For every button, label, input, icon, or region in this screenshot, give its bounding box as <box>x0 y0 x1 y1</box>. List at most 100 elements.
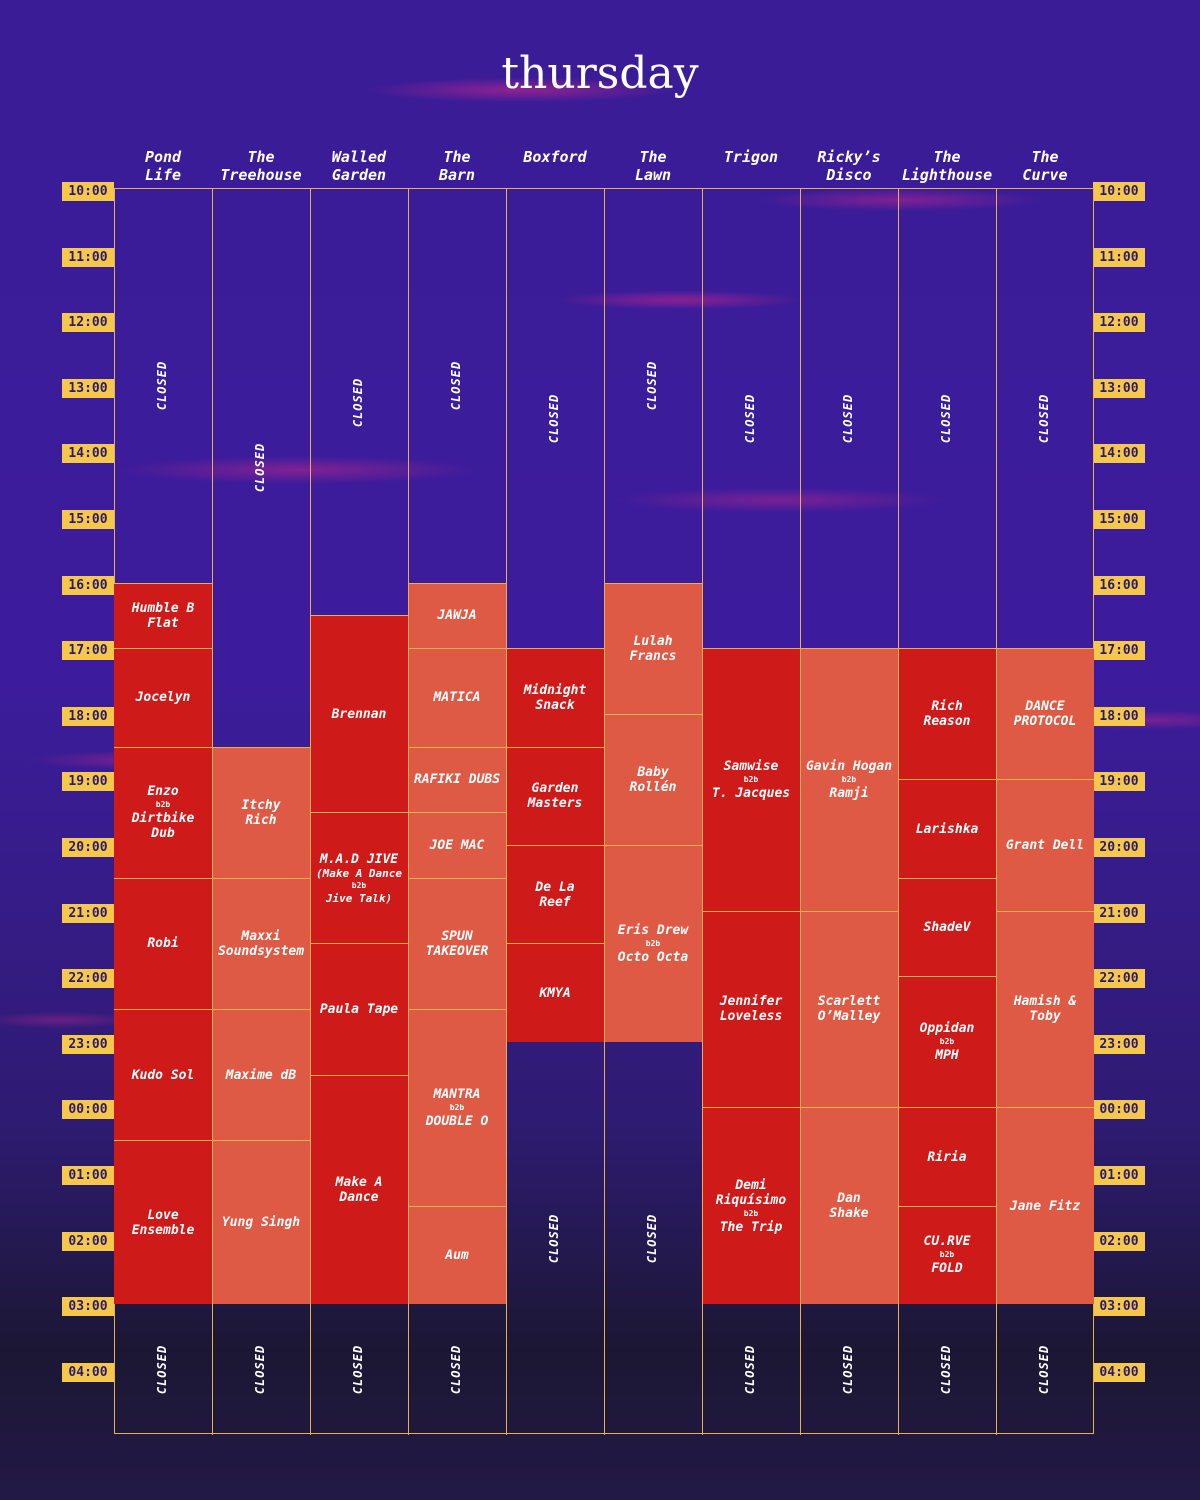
artist-name: JAWJA <box>437 608 477 624</box>
closed-slot: CLOSED <box>604 1042 702 1435</box>
stage-column: CLOSED JAWJA MATICA RAFIKI DUBS JOE MAC SPUN … <box>408 189 506 1435</box>
time-label: 20:00 <box>62 838 114 857</box>
artist-slot[interactable]: Eris Drew b2b Octo Octa <box>604 845 702 1042</box>
artist-slot[interactable]: Grant Dell <box>996 779 1094 911</box>
b2b-label: b2b <box>351 880 367 890</box>
artist-name: Brennan <box>331 706 387 722</box>
artist-slot[interactable]: Aum <box>408 1205 506 1305</box>
artist-slot[interactable]: Scarlett O’Malley <box>800 910 898 1108</box>
artist-name: DANCE PROTOCOL <box>1013 699 1077 730</box>
artist-slot[interactable]: RAFIKI DUBS <box>408 746 506 813</box>
artist-slot[interactable]: SPUN TAKEOVER <box>408 877 506 1009</box>
stage-column: CLOSED Itchy Rich Maxxi Soundsystem Maxime … <box>212 189 310 1435</box>
artist-name: Kudo Sol <box>131 1067 195 1083</box>
closed-label: CLOSED <box>449 1344 464 1395</box>
closed-label: CLOSED <box>841 393 856 444</box>
time-label: 23:00 <box>62 1034 114 1054</box>
artist-name: Aum <box>445 1247 469 1263</box>
time-label: 16:00 <box>62 575 114 595</box>
artist-slot[interactable]: Brennan <box>310 615 408 813</box>
artist-slot[interactable]: Maxxi Soundsystem <box>212 877 310 1009</box>
artist-slot[interactable]: Baby Rollén <box>604 713 702 845</box>
artist-name: Hamish & Toby <box>1013 994 1077 1025</box>
artist-slot[interactable]: De La Reef <box>506 845 604 944</box>
artist-slot[interactable]: M.A.D JIVE (Make A Dance b2b Jive Talk) <box>310 812 408 944</box>
artist-name: DOUBLE O <box>425 1113 489 1129</box>
artist-slot[interactable]: ShadeV <box>898 877 996 977</box>
stage-column: CLOSED Rich Reason Larishka ShadeV Oppidan b2… <box>898 189 996 1435</box>
artist-slot[interactable]: CU.RVE b2b FOLD <box>898 1205 996 1305</box>
artist-slot[interactable]: KMYA <box>506 943 604 1042</box>
artist-slot[interactable]: Riria <box>898 1107 996 1206</box>
closed-label: CLOSED <box>743 393 758 444</box>
artist-slot[interactable]: Paula Tape <box>310 943 408 1075</box>
artist-slot[interactable]: DANCE PROTOCOL <box>996 648 1094 780</box>
artist-slot[interactable]: Samwise b2b T. Jacques <box>702 648 800 911</box>
artist-slot[interactable]: Humble B Flat <box>114 582 212 649</box>
column-divider <box>996 189 997 1435</box>
b2b-label: b2b <box>743 774 759 784</box>
artist-slot[interactable]: Hamish & Toby <box>996 910 1094 1108</box>
artist-slot[interactable]: Oppidan b2b MPH <box>898 976 996 1108</box>
artist-slot[interactable]: Yung Singh <box>212 1140 310 1305</box>
artist-slot[interactable]: Lulah Francs <box>604 582 702 714</box>
closed-label: CLOSED <box>939 393 954 444</box>
artist-name: Dirtbike Dub <box>131 811 195 842</box>
artist-slot[interactable]: Jocelyn <box>114 648 212 747</box>
artist-name: MANTRA <box>433 1086 481 1102</box>
artist-slot[interactable]: Dan Shake <box>800 1107 898 1305</box>
artist-slot[interactable]: Jane Fitz <box>996 1107 1094 1305</box>
artist-slot[interactable]: Gavin Hogan b2b Ramji <box>800 648 898 911</box>
time-label: 18:00 <box>1093 706 1145 726</box>
closed-slot: CLOSED <box>800 189 898 648</box>
artist-slot[interactable]: Larishka <box>898 779 996 878</box>
schedule-grid: CLOSED Humble B Flat Jocelyn Enzo b2b Dirtbik… <box>114 188 1094 1435</box>
artist-slot[interactable]: JOE MAC <box>408 812 506 878</box>
artist-slot[interactable]: MATICA <box>408 648 506 747</box>
artist-slot[interactable]: Love Ensemble <box>114 1140 212 1305</box>
artist-slot[interactable]: Enzo b2b Dirtbike Dub <box>114 746 212 878</box>
artist-slot[interactable]: Midnight Snack <box>506 648 604 747</box>
artist-name: Oppidan <box>919 1021 975 1037</box>
artist-name: Jive Talk) <box>325 891 393 905</box>
artist-slot[interactable]: JAWJA <box>408 582 506 649</box>
column-divider <box>408 189 409 1435</box>
b2b-label: b2b <box>841 774 857 784</box>
b2b-label: b2b <box>939 1037 955 1047</box>
artist-name: Ramji <box>829 785 869 801</box>
artist-name: KMYA <box>539 985 571 1001</box>
artist-slot[interactable]: Garden Masters <box>506 746 604 845</box>
artist-slot[interactable]: MANTRA b2b DOUBLE O <box>408 1009 506 1206</box>
artist-slot[interactable]: Jennifer Loveless <box>702 910 800 1108</box>
artist-slot[interactable]: Demi Riquísimo b2b The Trip <box>702 1107 800 1305</box>
column-divider <box>310 189 311 1435</box>
closed-slot: CLOSED <box>310 1304 408 1435</box>
closed-slot: CLOSED <box>702 1304 800 1435</box>
closed-label: CLOSED <box>253 1344 268 1395</box>
closed-label: CLOSED <box>841 1344 856 1395</box>
artist-slot[interactable]: Make A Dance <box>310 1074 408 1305</box>
artist-slot[interactable]: Rich Reason <box>898 648 996 780</box>
artist-name: Paula Tape <box>319 1001 399 1017</box>
artist-name: Octo Octa <box>617 949 689 965</box>
time-label: 10:00 <box>62 182 114 201</box>
time-label: 14:00 <box>1093 444 1145 464</box>
artist-slot[interactable]: Kudo Sol <box>114 1009 212 1141</box>
artist-name: Rich Reason <box>923 699 971 730</box>
closed-slot: CLOSED <box>408 1304 506 1435</box>
b2b-label: b2b <box>939 1250 955 1260</box>
closed-slot: CLOSED <box>702 189 800 648</box>
closed-label: CLOSED <box>155 361 170 411</box>
closed-slot: CLOSED <box>898 189 996 648</box>
time-label: 16:00 <box>1093 575 1145 595</box>
time-label: 03:00 <box>62 1297 114 1317</box>
artist-slot[interactable]: Maxime dB <box>212 1009 310 1141</box>
artist-slot[interactable]: Robi <box>114 877 212 1009</box>
time-label: 11:00 <box>1093 247 1145 267</box>
time-label: 00:00 <box>1093 1100 1145 1120</box>
artist-slot[interactable]: Itchy Rich <box>212 746 310 878</box>
time-label: 22:00 <box>1093 969 1145 989</box>
stage-header: The Treehouse <box>220 148 302 184</box>
b2b-label: b2b <box>645 938 661 948</box>
time-label: 04:00 <box>62 1362 114 1382</box>
